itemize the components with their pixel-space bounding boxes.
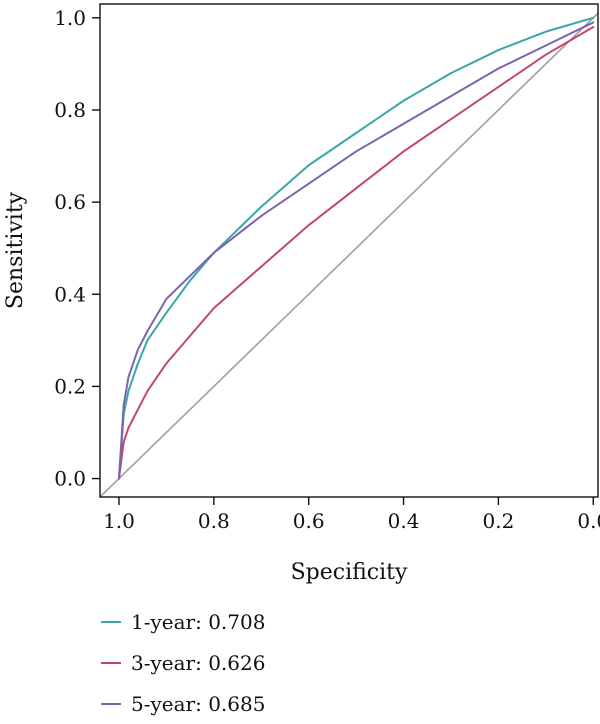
x-tick-label: 0.8 xyxy=(198,509,230,533)
roc-curve-1 xyxy=(117,16,595,480)
legend-label-3: 5-year: 0.685 xyxy=(131,692,265,716)
y-tick-label: 1.0 xyxy=(54,6,86,30)
y-tick-label: 0.6 xyxy=(54,190,86,214)
legend-label-1: 1-year: 0.708 xyxy=(131,610,265,634)
legend: 1-year: 0.708 3-year: 0.626 5-year: 0.685 xyxy=(101,610,265,716)
roc-curve-3 xyxy=(117,21,595,480)
plot-area xyxy=(100,12,598,497)
reference-diagonal-line xyxy=(100,12,598,497)
y-tick-label: 0.4 xyxy=(54,282,86,306)
x-tick-label: 0.6 xyxy=(293,509,325,533)
x-tick-label: 1.0 xyxy=(103,509,135,533)
roc-curve-2 xyxy=(117,26,595,480)
y-tick-label: 0.8 xyxy=(54,98,86,122)
x-tick-label: 0.0 xyxy=(577,509,600,533)
y-tick-label: 0.0 xyxy=(54,467,86,491)
x-axis-title: Specificity xyxy=(291,560,408,585)
plot-frame xyxy=(99,3,599,498)
y-axis-title: Sensitivity xyxy=(3,191,28,309)
axes: 1.0 0.8 0.6 0.4 0.2 0.0 0.0 0.2 0.4 0.6 0.8 1.0 Spec… xyxy=(3,3,600,585)
legend-label-2: 3-year: 0.626 xyxy=(131,651,265,675)
x-tick-label: 0.2 xyxy=(482,509,514,533)
y-tick-label: 0.2 xyxy=(54,374,86,398)
x-tick-label: 0.4 xyxy=(388,509,420,533)
